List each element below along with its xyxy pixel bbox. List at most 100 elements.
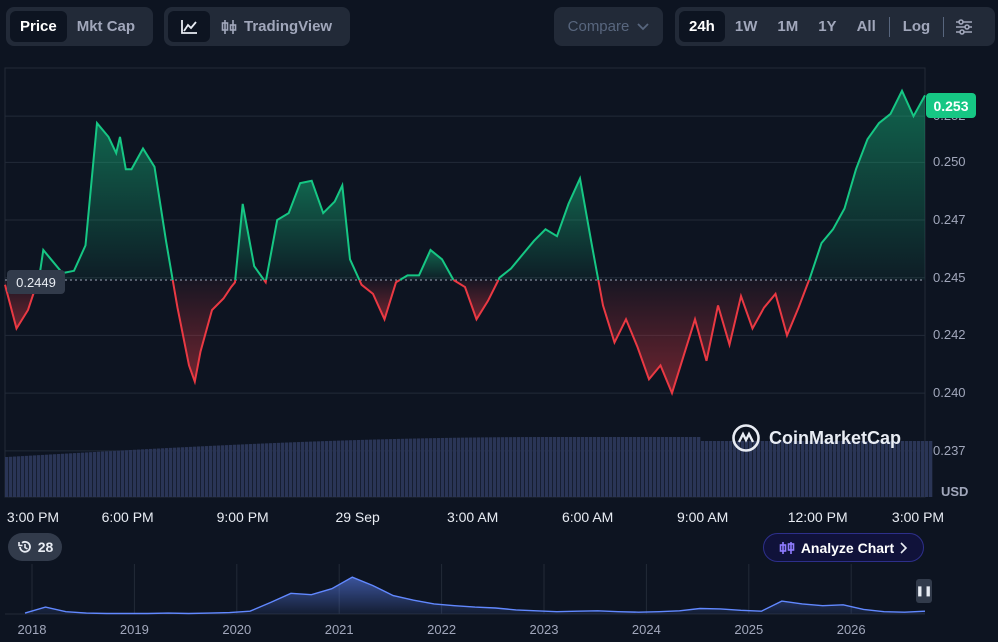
volume-bar [893, 441, 897, 497]
volume-bar [125, 450, 129, 497]
history-button[interactable]: 28 [8, 533, 62, 561]
area-above-reference [38, 123, 173, 281]
tradingview-label: TradingView [244, 18, 333, 35]
volume-bar [317, 441, 321, 497]
volume-bar [61, 453, 65, 497]
volume-bar [513, 437, 517, 497]
divider [943, 16, 945, 37]
settings-button[interactable] [947, 11, 981, 42]
volume-bar [537, 437, 541, 497]
volume-bar [673, 437, 677, 497]
volume-bar [741, 441, 745, 497]
volume-bar [777, 441, 781, 497]
divider [888, 16, 890, 37]
volume-bar [229, 444, 233, 497]
volume-bar [445, 437, 449, 497]
navigator-chart[interactable] [0, 564, 998, 619]
volume-bar [693, 437, 697, 497]
navigator-area [25, 577, 925, 614]
candlestick-icon [221, 19, 237, 34]
volume-bar [141, 449, 145, 497]
volume-bar [529, 437, 533, 497]
compare-dropdown[interactable]: Compare [554, 7, 663, 46]
volume-bar [677, 437, 681, 497]
mktcap-tab[interactable]: Mkt Cap [76, 18, 136, 35]
volume-bar [233, 444, 237, 497]
volume-bar [109, 451, 113, 497]
volume-bar [193, 446, 197, 497]
volume-bar [729, 441, 733, 497]
volume-bar [225, 445, 229, 497]
volume-bar [885, 441, 889, 497]
range-all[interactable]: All [856, 18, 876, 35]
volume-bar [461, 437, 465, 497]
price-line-up [37, 88, 926, 281]
volume-bar [437, 438, 441, 497]
volume-bar [797, 441, 801, 497]
volume-bar [321, 441, 325, 497]
volume-bars [5, 437, 933, 497]
volume-bar [813, 441, 817, 497]
volume-bar [201, 446, 205, 497]
volume-bar [773, 441, 777, 497]
volume-bar [81, 452, 85, 497]
volume-bar [277, 442, 281, 497]
range-24h[interactable]: 24h [679, 11, 725, 42]
volume-bar [145, 449, 149, 497]
volume-bar [737, 441, 741, 497]
volume-bar [245, 444, 249, 497]
price-chart[interactable] [0, 60, 998, 505]
volume-bar [905, 441, 909, 497]
volume-bar [821, 441, 825, 497]
analyze-chart-button[interactable]: Analyze Chart [763, 533, 924, 562]
volume-bar [29, 455, 33, 497]
volume-bar [533, 437, 537, 497]
coinmarketcap-logo-icon [732, 424, 760, 452]
volume-bar [573, 437, 577, 497]
volume-bar [49, 454, 53, 497]
volume-bar [325, 441, 329, 497]
navigator-year-label: 2018 [17, 622, 47, 637]
volume-bar [309, 441, 313, 497]
volume-bar [869, 441, 873, 497]
volume-bar [857, 441, 861, 497]
volume-bar [681, 437, 685, 497]
volume-bar [297, 442, 301, 497]
range-1y[interactable]: 1Y [818, 18, 837, 35]
volume-bar [281, 442, 285, 497]
volume-bar [553, 437, 557, 497]
volume-bar [149, 448, 153, 497]
area-below-reference [598, 280, 810, 394]
area-above-reference [266, 180, 360, 281]
analyze-label: Analyze Chart [800, 539, 895, 556]
range-1w[interactable]: 1W [734, 18, 758, 35]
volume-bar [221, 445, 225, 497]
volume-bar [17, 456, 21, 497]
volume-bar [629, 437, 633, 497]
volume-bar [465, 437, 469, 497]
volume-bar [625, 437, 629, 497]
price-tab[interactable]: Price [10, 11, 67, 42]
volume-bar [585, 437, 589, 497]
volume-bar [829, 441, 833, 497]
line-chart-button[interactable] [168, 11, 210, 42]
compare-label: Compare [567, 18, 630, 35]
navigator-year-label: 2022 [427, 622, 457, 637]
volume-bar [509, 437, 513, 497]
volume-bar [549, 437, 553, 497]
price-mktcap-toggle: Price Mkt Cap [6, 7, 153, 46]
navigator-handle[interactable]: ❚❚ [916, 579, 932, 603]
volume-bar [485, 437, 489, 497]
volume-bar [809, 441, 813, 497]
tradingview-button[interactable]: TradingView [210, 11, 342, 42]
volume-bar [457, 437, 461, 497]
volume-bar [361, 439, 365, 497]
volume-bar [489, 437, 493, 497]
volume-bar [453, 437, 457, 497]
volume-bar [65, 453, 69, 497]
log-scale-button[interactable]: Log [902, 18, 931, 35]
range-1m[interactable]: 1M [777, 18, 799, 35]
volume-bar [665, 437, 669, 497]
volume-bar [237, 444, 241, 497]
volume-bar [765, 441, 769, 497]
